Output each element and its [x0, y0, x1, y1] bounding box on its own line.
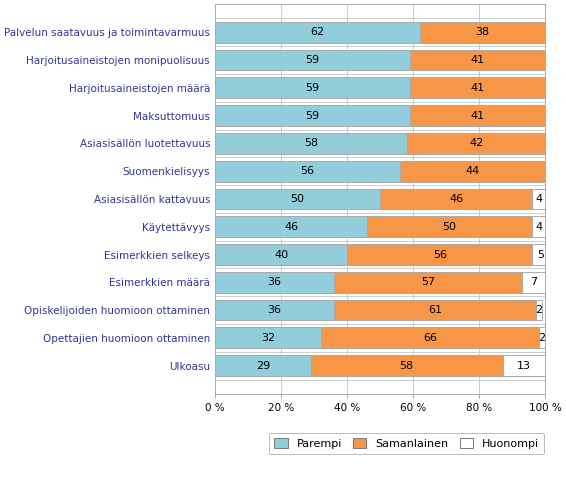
Text: 32: 32 — [261, 333, 275, 343]
Text: 42: 42 — [469, 138, 483, 148]
Text: 36: 36 — [268, 305, 281, 315]
Text: 2: 2 — [535, 305, 542, 315]
Bar — [215, 327, 321, 348]
Text: 4: 4 — [535, 222, 542, 232]
Bar — [532, 244, 549, 265]
Bar — [420, 22, 546, 43]
Text: 5: 5 — [537, 249, 544, 260]
Bar — [503, 355, 546, 376]
Bar — [215, 50, 410, 71]
Text: 36: 36 — [268, 277, 281, 287]
Bar — [311, 355, 503, 376]
Text: 41: 41 — [471, 55, 485, 65]
Text: 44: 44 — [466, 166, 480, 176]
Text: 56: 56 — [301, 166, 315, 176]
Text: 62: 62 — [310, 27, 324, 37]
Bar — [334, 272, 522, 293]
Bar — [532, 217, 546, 237]
Bar — [522, 272, 546, 293]
Bar — [410, 50, 546, 71]
Bar — [334, 300, 535, 321]
Bar — [380, 189, 532, 209]
Text: 61: 61 — [428, 305, 442, 315]
Text: 59: 59 — [306, 110, 320, 121]
Bar — [215, 300, 334, 321]
Bar — [215, 189, 380, 209]
Bar — [321, 327, 539, 348]
Bar — [215, 133, 407, 154]
Bar — [215, 244, 347, 265]
Bar — [539, 327, 546, 348]
Bar — [367, 217, 532, 237]
Bar — [347, 244, 532, 265]
Text: 41: 41 — [471, 83, 485, 93]
Bar — [215, 355, 311, 376]
Bar — [215, 105, 410, 126]
Text: 50: 50 — [443, 222, 457, 232]
Bar — [215, 272, 334, 293]
Text: 58: 58 — [400, 360, 414, 371]
Text: 46: 46 — [284, 222, 298, 232]
Text: 13: 13 — [517, 360, 531, 371]
Text: 59: 59 — [306, 55, 320, 65]
Text: 2: 2 — [539, 333, 546, 343]
Bar — [215, 217, 367, 237]
Bar — [215, 22, 420, 43]
Bar — [532, 189, 546, 209]
Text: 50: 50 — [290, 194, 305, 204]
Bar — [400, 161, 546, 182]
Text: 29: 29 — [256, 360, 270, 371]
Text: 41: 41 — [471, 110, 485, 121]
Text: 59: 59 — [306, 83, 320, 93]
Text: 56: 56 — [433, 249, 447, 260]
Text: 57: 57 — [421, 277, 435, 287]
Bar — [535, 300, 542, 321]
Legend: Parempi, Samanlainen, Huonompi: Parempi, Samanlainen, Huonompi — [269, 433, 544, 454]
Text: 58: 58 — [304, 138, 318, 148]
Text: 66: 66 — [423, 333, 437, 343]
Bar — [215, 161, 400, 182]
Bar — [410, 78, 546, 98]
Bar — [215, 78, 410, 98]
Text: 46: 46 — [449, 194, 464, 204]
Bar — [407, 133, 546, 154]
Text: 40: 40 — [274, 249, 288, 260]
Text: 7: 7 — [530, 277, 538, 287]
Text: 4: 4 — [535, 194, 542, 204]
Text: 38: 38 — [475, 27, 490, 37]
Bar — [410, 105, 546, 126]
